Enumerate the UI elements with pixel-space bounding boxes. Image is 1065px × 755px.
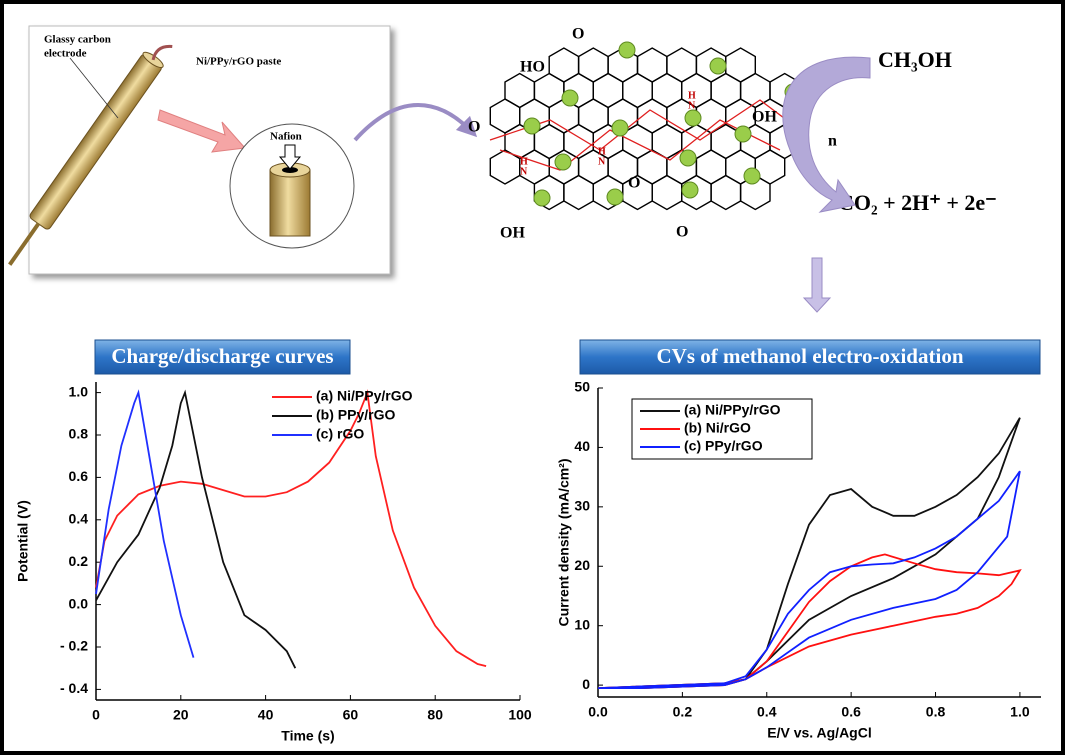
x-tick-label: 80 (427, 707, 443, 723)
molecule-label: N (688, 100, 696, 111)
molecule-label: O (572, 26, 584, 43)
nanoparticle (710, 58, 726, 74)
x-tick-label: 0.0 (588, 704, 608, 720)
y-tick-label: - 0.4 (60, 680, 88, 696)
x-tick-label: 0.2 (673, 704, 693, 720)
nanoparticle (612, 120, 628, 136)
legend-label: (a) Ni/PPy/rGO (316, 388, 413, 404)
nanoparticle (685, 110, 701, 126)
nanoparticle (744, 168, 760, 184)
x-axis-label: E/V vs. Ag/AgCl (767, 725, 872, 741)
legend-label: (a) Ni/PPy/rGO (684, 402, 781, 418)
legend-label: (b) PPy/rGO (316, 407, 395, 423)
y-tick-label: 10 (574, 616, 590, 632)
molecule-label: N (520, 166, 528, 177)
products: CO₂ + 2H⁺ + 2e⁻ (838, 190, 997, 215)
y-tick-label: 0.8 (69, 426, 89, 442)
paste-label: Ni/PPy/rGO paste (196, 56, 281, 68)
y-tick-label: 0.2 (69, 553, 89, 569)
electrode-label: Glassy carbon (44, 34, 111, 46)
chart-title: Charge/discharge curves (111, 344, 333, 368)
y-tick-label: 20 (574, 557, 590, 573)
reactant: CH₃OH (878, 47, 952, 72)
electrode-label: electrode (44, 48, 87, 60)
figure: Glassy carbon electrode Ni/PPy/rGO paste… (0, 0, 1065, 755)
nanoparticle (534, 190, 550, 206)
molecule-label: O (628, 175, 640, 192)
y-tick-label: 0.0 (69, 595, 89, 611)
nanoparticle (607, 189, 623, 205)
y-axis-label: Potential (V) (15, 500, 31, 582)
y-tick-label: 40 (574, 438, 590, 454)
y-axis-label: Current density (mA/cm²) (556, 458, 572, 626)
x-tick-label: 60 (343, 707, 359, 723)
nanoparticle (735, 126, 751, 142)
y-tick-label: - 0.2 (60, 638, 88, 654)
y-tick-label: 30 (574, 498, 590, 514)
legend-label: (c) rGO (316, 426, 364, 442)
nanoparticle (619, 42, 635, 58)
electrode-panel: Glassy carbon electrode Ni/PPy/rGO paste… (0, 26, 390, 274)
page: Glassy carbon electrode Ni/PPy/rGO paste… (0, 0, 1065, 755)
molecule-label: HO (520, 59, 545, 76)
y-tick-label: 0 (582, 676, 590, 692)
nanoparticle (562, 90, 578, 106)
x-tick-label: 20 (173, 707, 189, 723)
x-tick-label: 0.6 (841, 704, 861, 720)
nafion-label: Nafion (270, 131, 302, 143)
molecule-label: O (468, 119, 480, 136)
molecule-label: n (828, 133, 837, 150)
molecule-label: O (676, 224, 688, 241)
y-tick-label: 0.6 (69, 468, 89, 484)
chart-title: CVs of methanol electro-oxidation (657, 344, 964, 368)
molecule-label: N (598, 156, 606, 167)
x-axis-label: Time (s) (281, 728, 334, 744)
y-tick-label: 1.0 (69, 383, 89, 399)
nanoparticle (524, 118, 540, 134)
molecule-label: OH (752, 109, 777, 126)
x-tick-label: 100 (508, 707, 532, 723)
nanoparticle (555, 154, 571, 170)
x-tick-label: 1.0 (1010, 704, 1030, 720)
x-tick-label: 0.8 (926, 704, 946, 720)
legend-label: (b) Ni/rGO (684, 420, 751, 436)
x-tick-label: 40 (258, 707, 274, 723)
nanoparticle (680, 150, 696, 166)
nanoparticle (682, 182, 698, 198)
y-tick-label: 50 (574, 379, 590, 395)
y-tick-label: 0.4 (69, 511, 89, 527)
x-tick-label: 0.4 (757, 704, 777, 720)
molecule-label: OH (500, 225, 525, 242)
legend-label: (c) PPy/rGO (684, 438, 763, 454)
x-tick-label: 0 (92, 707, 100, 723)
